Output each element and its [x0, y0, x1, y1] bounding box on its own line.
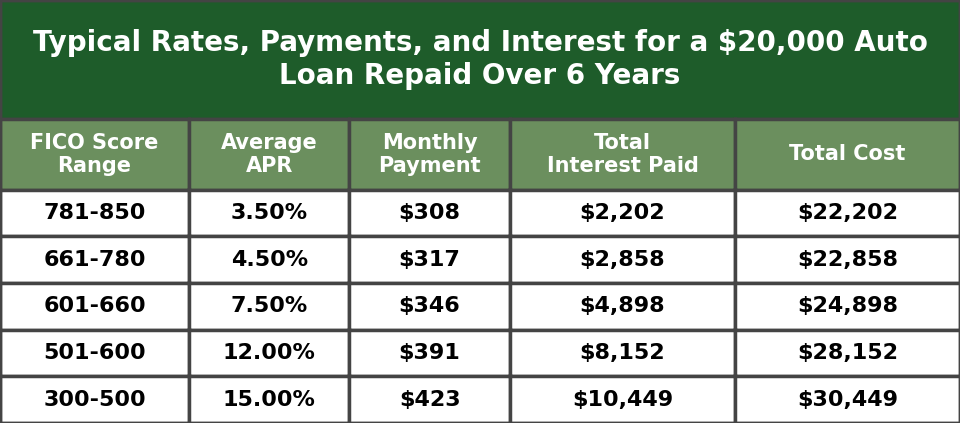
Text: $10,449: $10,449	[572, 390, 673, 409]
Text: 4.50%: 4.50%	[230, 250, 308, 269]
Text: Total Cost: Total Cost	[789, 144, 906, 165]
Text: 661-780: 661-780	[43, 250, 146, 269]
Text: $24,898: $24,898	[797, 296, 899, 316]
Text: $8,152: $8,152	[580, 343, 665, 363]
Text: 501-600: 501-600	[43, 343, 146, 363]
Text: 781-850: 781-850	[43, 203, 146, 223]
Text: $2,202: $2,202	[580, 203, 665, 223]
Text: $28,152: $28,152	[797, 343, 899, 363]
Text: 12.00%: 12.00%	[223, 343, 316, 363]
Text: Monthly
Payment: Monthly Payment	[378, 133, 481, 176]
Text: $423: $423	[398, 390, 461, 409]
Text: $391: $391	[398, 343, 461, 363]
Text: 601-660: 601-660	[43, 296, 146, 316]
Text: Typical Rates, Payments, and Interest for a $20,000 Auto
Loan Repaid Over 6 Year: Typical Rates, Payments, and Interest fo…	[33, 30, 927, 90]
Text: $30,449: $30,449	[797, 390, 899, 409]
Text: Average
APR: Average APR	[221, 133, 318, 176]
Text: 3.50%: 3.50%	[230, 203, 308, 223]
Text: $2,858: $2,858	[580, 250, 665, 269]
Text: $346: $346	[398, 296, 461, 316]
Text: 7.50%: 7.50%	[230, 296, 308, 316]
Text: $22,858: $22,858	[797, 250, 899, 269]
Text: Total
Interest Paid: Total Interest Paid	[546, 133, 699, 176]
Text: 300-500: 300-500	[43, 390, 146, 409]
Text: $308: $308	[398, 203, 461, 223]
Text: $4,898: $4,898	[580, 296, 665, 316]
Text: $317: $317	[398, 250, 461, 269]
Text: $22,202: $22,202	[797, 203, 899, 223]
Text: 15.00%: 15.00%	[223, 390, 316, 409]
Text: FICO Score
Range: FICO Score Range	[31, 133, 158, 176]
